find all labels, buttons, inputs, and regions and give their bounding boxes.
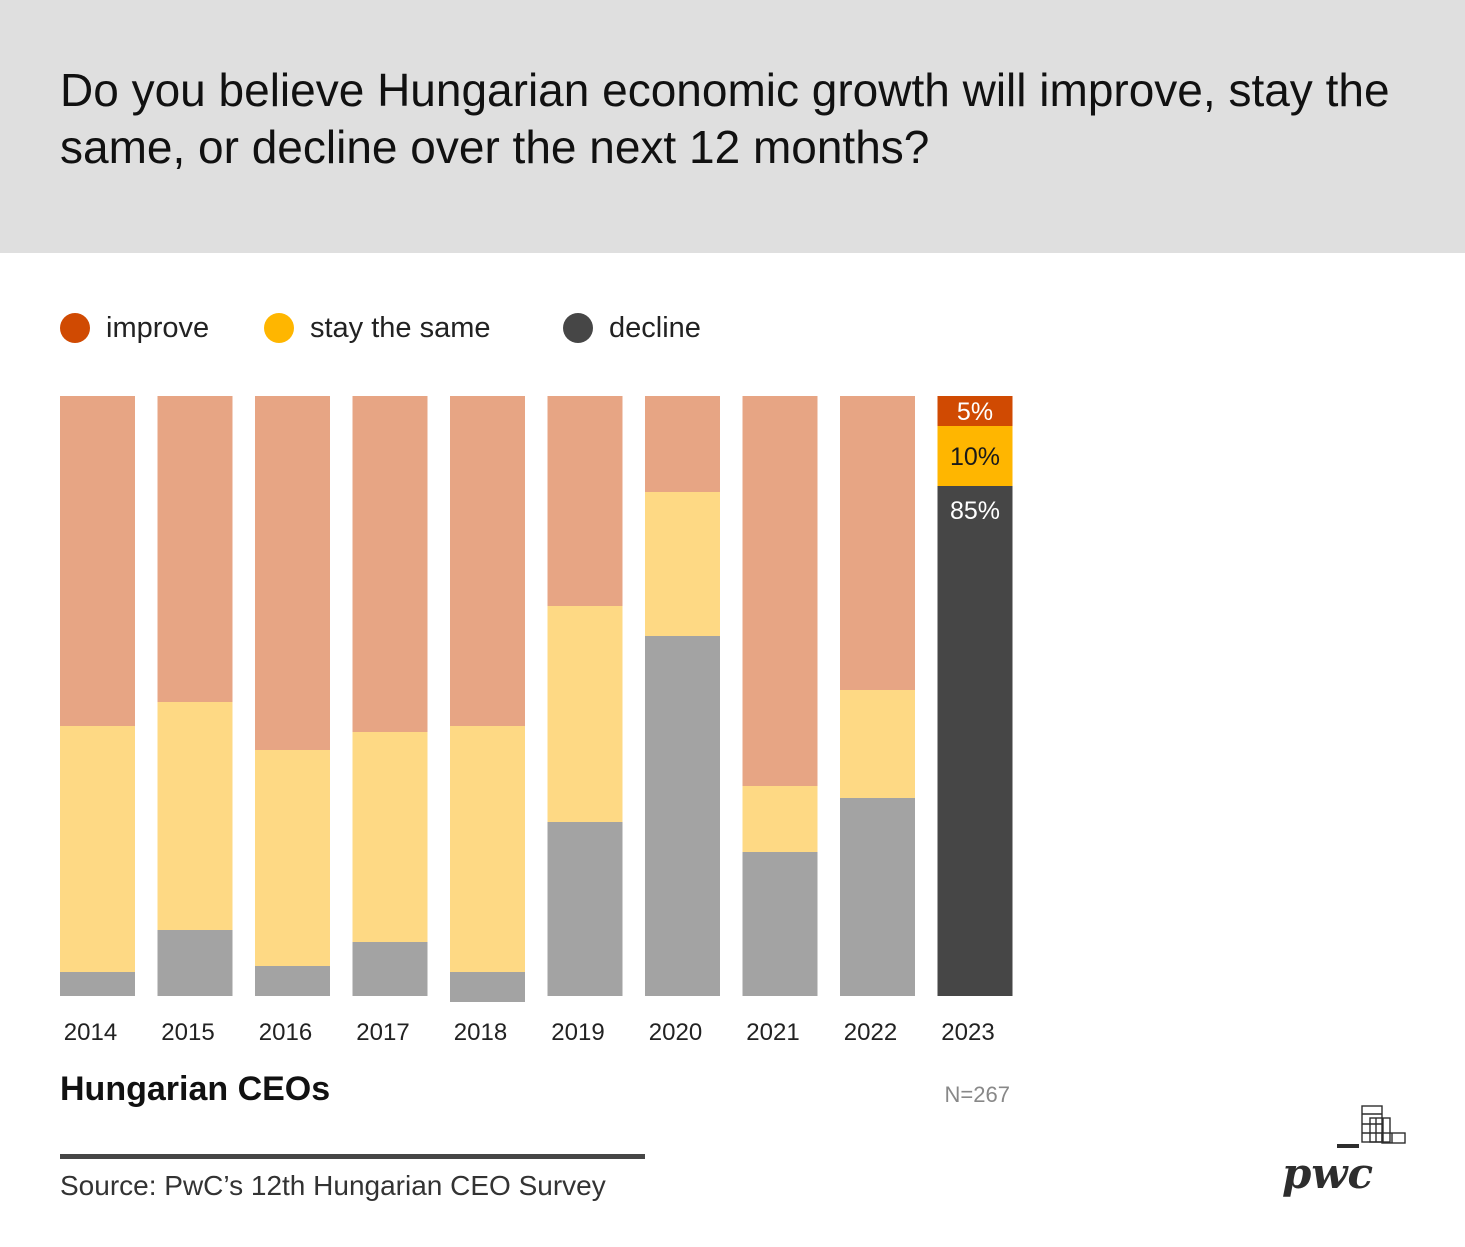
bar-2023-stay-the-same	[937, 426, 1013, 486]
bar-2018-decline	[450, 972, 525, 1002]
x-tick-2019: 2019	[551, 1019, 604, 1046]
data-label-2023-stay-the-same: 10%	[950, 443, 1000, 471]
stacked-bar-chart: 2014 2015 2016 2017 2018 2019 2020 2021 2022 5% 10…	[60, 396, 1013, 1046]
bar-2015-stay-the-same	[157, 702, 233, 930]
legend-dot-improve	[60, 313, 90, 343]
bar-2019-stay-the-same	[547, 606, 623, 822]
legend-label-stay-the-same: stay the same	[310, 312, 491, 344]
bar-2021-decline	[742, 852, 818, 996]
pwc-logo: pwc	[1282, 1105, 1406, 1198]
bar-2017-improve	[352, 396, 428, 732]
data-label-2023-decline: 85%	[950, 497, 1000, 525]
header-band: Do you believe Hungarian economic growth…	[0, 0, 1465, 253]
bar-2014-improve	[60, 396, 135, 726]
bar-2023-improve	[937, 396, 1013, 426]
bar-2020-improve	[645, 396, 720, 492]
x-tick-2022: 2022	[844, 1019, 897, 1046]
bar-2022-stay-the-same	[840, 690, 915, 798]
bar-2018-stay-the-same	[450, 726, 525, 972]
data-label-2023-improve: 5%	[957, 398, 993, 426]
x-tick-2018: 2018	[454, 1019, 507, 1046]
x-tick-2016: 2016	[259, 1019, 312, 1046]
bar-2020-decline	[645, 636, 720, 996]
legend-dot-decline	[563, 313, 593, 343]
sample-size: N=267	[944, 1082, 1010, 1107]
x-tick-2021: 2021	[746, 1019, 799, 1046]
bar-2017-stay-the-same	[352, 732, 428, 942]
legend-label-improve: improve	[106, 312, 210, 344]
bar-2020-stay-the-same	[645, 492, 720, 636]
bar-2021-improve	[742, 396, 818, 786]
x-tick-2020: 2020	[649, 1019, 702, 1046]
bar-2018-improve	[450, 396, 525, 726]
x-tick-2014: 2014	[64, 1019, 117, 1046]
bar-2015-improve	[157, 396, 233, 702]
divider-rule	[60, 1154, 645, 1159]
bar-2014-decline	[60, 972, 135, 996]
bar-2022-improve	[840, 396, 915, 690]
bar-2022-decline	[840, 798, 915, 996]
chart-title: Do you believe Hungarian economic growth…	[60, 64, 1390, 173]
bar-2017-decline	[352, 942, 428, 996]
bar-2019-improve	[547, 396, 623, 606]
bar-2019-decline	[547, 822, 623, 996]
x-tick-2015: 2015	[161, 1019, 214, 1046]
bar-2023-decline	[937, 486, 1013, 996]
bar-2016-improve	[255, 396, 330, 750]
bar-2014-stay-the-same	[60, 726, 135, 972]
bar-2015-decline	[157, 930, 233, 996]
bar-2016-stay-the-same	[255, 750, 330, 966]
bar-2016-decline	[255, 966, 330, 996]
x-tick-2023: 2023	[941, 1019, 994, 1046]
pwc-logo-text: pwc	[1282, 1149, 1373, 1198]
x-tick-2017: 2017	[356, 1019, 409, 1046]
chart-subtitle: Hungarian CEOs	[60, 1070, 331, 1108]
legend-label-decline: decline	[609, 312, 701, 344]
bar-2021-stay-the-same	[742, 786, 818, 852]
legend-dot-stay-the-same	[264, 313, 294, 343]
source-note: Source: PwC’s 12th Hungarian CEO Survey	[60, 1170, 606, 1201]
